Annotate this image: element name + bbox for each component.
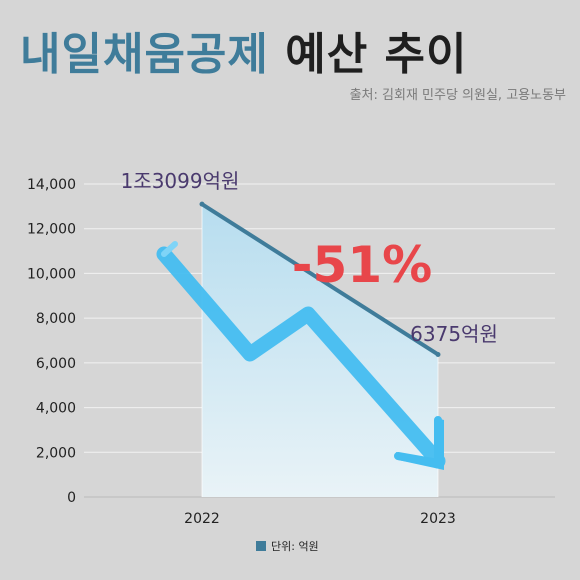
decline-arrow-head-stroke (394, 416, 442, 467)
value-label: 6375억원 (410, 322, 498, 346)
title-highlight: 내일채움공제 (20, 29, 269, 80)
legend-label: 단위: 억원 (271, 540, 319, 553)
legend-swatch (256, 541, 266, 551)
y-tick-label: 8,000 (36, 311, 76, 327)
change-annotation: -51% (292, 236, 432, 294)
x-tick-label: 2023 (420, 511, 456, 527)
x-tick-label: 2022 (184, 511, 220, 527)
y-tick-label: 0 (67, 490, 76, 506)
decline-arrow-highlight (161, 241, 178, 257)
y-tick-label: 12,000 (27, 222, 76, 238)
source-note: 출처: 김회재 민주당 의원실, 고용노동부 (349, 88, 566, 103)
page-title: 내일채움공제 예산 추이 (20, 18, 467, 82)
value-label: 1조3099억원 (121, 169, 240, 193)
y-tick-label: 6,000 (36, 356, 76, 372)
y-tick-label: 4,000 (36, 401, 76, 417)
legend: 단위: 억원 (256, 538, 319, 554)
y-tick-label: 10,000 (27, 266, 76, 282)
data-point (199, 201, 205, 207)
data-point (435, 351, 441, 357)
area-fill (202, 204, 438, 497)
decline-arrow (156, 246, 446, 469)
series-line (200, 202, 440, 357)
title-rest: 예산 추이 (285, 29, 468, 80)
y-tick-label: 2,000 (36, 445, 76, 461)
y-tick-label: 14,000 (27, 177, 76, 193)
